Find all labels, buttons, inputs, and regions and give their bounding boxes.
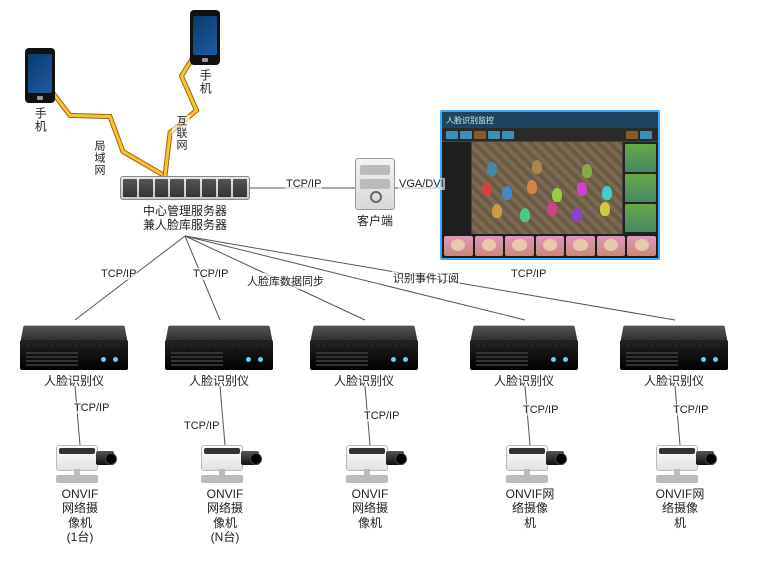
edge-label: TCP/IP xyxy=(363,410,400,422)
pc-icon xyxy=(355,158,395,210)
device-icon xyxy=(620,320,728,370)
camera-2-label-1: ONVIF xyxy=(195,487,255,501)
camera-1-label-4: (1台) xyxy=(50,530,110,544)
camera-1: ONVIF 网络摄 像机 (1台) xyxy=(50,445,110,545)
camera-icon xyxy=(500,445,560,483)
phone-2: 手机 xyxy=(190,10,220,95)
camera-icon xyxy=(650,445,710,483)
phone-icon xyxy=(190,10,220,65)
camera-3-label-1: ONVIF xyxy=(340,487,400,501)
edge-label: 互联网 xyxy=(172,115,190,151)
camera-1-label-3: 像机 xyxy=(50,516,110,530)
camera-2-label-3: 像机 xyxy=(195,516,255,530)
device-4-label: 人脸识别仪 xyxy=(470,374,578,388)
phone-1-label: 手机 xyxy=(33,107,47,133)
device-1-label: 人脸识别仪 xyxy=(20,374,128,388)
phone-icon xyxy=(25,48,55,103)
camera-3-label-3: 像机 xyxy=(340,516,400,530)
edge-label: TCP/IP xyxy=(73,402,110,414)
recognition-device-3: 人脸识别仪 xyxy=(310,320,418,388)
camera-1-label-1: ONVIF xyxy=(50,487,110,501)
camera-2-label-2: 网络摄 xyxy=(195,501,255,515)
device-icon xyxy=(20,320,128,370)
camera-5-label-1: ONVIF网 xyxy=(650,487,710,501)
camera-4-label-1: ONVIF网 xyxy=(500,487,560,501)
recognition-device-2: 人脸识别仪 xyxy=(165,320,273,388)
camera-icon xyxy=(340,445,400,483)
monitor-title: 人脸识别监控 xyxy=(446,115,494,126)
client-pc: 客户端 xyxy=(355,158,395,228)
phone-1: 手机 xyxy=(25,48,55,133)
server-label-2: 兼人脸库服务器 xyxy=(120,218,250,232)
edge-label: TCP/IP xyxy=(510,268,547,280)
recognition-device-4: 人脸识别仪 xyxy=(470,320,578,388)
recognition-device-1: 人脸识别仪 xyxy=(20,320,128,388)
camera-icon xyxy=(50,445,110,483)
server-label-1: 中心管理服务器 xyxy=(120,204,250,218)
camera-4-label-3: 机 xyxy=(500,516,560,530)
camera-2: ONVIF 网络摄 像机 (N台) xyxy=(195,445,255,545)
device-icon xyxy=(310,320,418,370)
camera-2-label-4: (N台) xyxy=(195,530,255,544)
camera-icon xyxy=(195,445,255,483)
camera-5: ONVIF网 络摄像 机 xyxy=(650,445,710,530)
camera-3-label-2: 网络摄 xyxy=(340,501,400,515)
device-3-label: 人脸识别仪 xyxy=(310,374,418,388)
edge-label: TCP/IP xyxy=(100,268,137,280)
camera-3: ONVIF 网络摄 像机 xyxy=(340,445,400,530)
camera-5-label-2: 络摄像 xyxy=(650,501,710,515)
device-icon xyxy=(165,320,273,370)
server-icon xyxy=(120,176,250,200)
edge-label: 人脸库数据同步 xyxy=(246,273,325,289)
edge-label: 局域网 xyxy=(90,140,108,176)
camera-1-label-2: 网络摄 xyxy=(50,501,110,515)
edge-label: TCP/IP xyxy=(285,178,322,190)
phone-2-label: 手机 xyxy=(198,69,212,95)
edge-label: TCP/IP xyxy=(192,268,229,280)
recognition-device-5: 人脸识别仪 xyxy=(620,320,728,388)
edge-label: VGA/DVI xyxy=(398,178,445,190)
client-monitor: 人脸识别监控 xyxy=(440,110,660,260)
camera-4: ONVIF网 络摄像 机 xyxy=(500,445,560,530)
edge-label: TCP/IP xyxy=(672,404,709,416)
central-server: 中心管理服务器 兼人脸库服务器 xyxy=(120,176,250,233)
edge-label: TCP/IP xyxy=(183,420,220,432)
monitor-icon: 人脸识别监控 xyxy=(440,110,660,260)
device-icon xyxy=(470,320,578,370)
camera-5-label-3: 机 xyxy=(650,516,710,530)
device-5-label: 人脸识别仪 xyxy=(620,374,728,388)
camera-4-label-2: 络摄像 xyxy=(500,501,560,515)
edge-label: TCP/IP xyxy=(522,404,559,416)
client-label: 客户端 xyxy=(355,214,395,228)
edge-label: 识别事件订阅 xyxy=(392,270,460,286)
device-2-label: 人脸识别仪 xyxy=(165,374,273,388)
